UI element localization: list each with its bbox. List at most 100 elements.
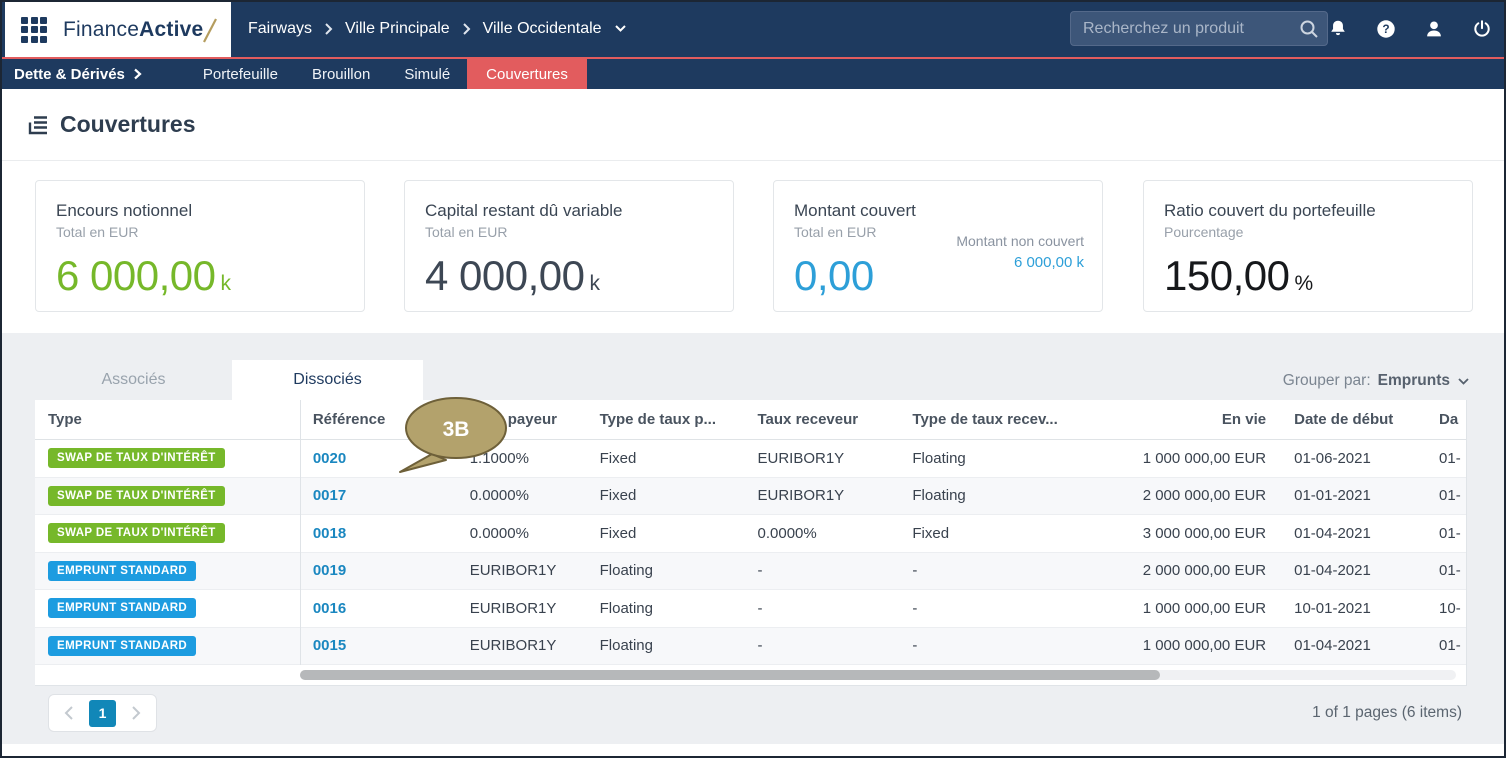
breadcrumb-item[interactable]: Ville Occidentale (482, 19, 602, 37)
reference-link[interactable]: 0019 (312, 562, 347, 580)
reference-link[interactable]: 0016 (312, 599, 347, 617)
cell-en_vie: 3 000 000,00 EUR (1142, 524, 1267, 542)
bell-icon[interactable] (1326, 17, 1350, 41)
help-icon[interactable]: ? (1374, 17, 1398, 41)
cell-en_vie: 2 000 000,00 EUR (1142, 487, 1267, 505)
cell-taux_receveur: 0.0000% (757, 524, 817, 542)
kpi-secondary: Montant non couvert 6 000,00 k (956, 233, 1084, 271)
tab-dissocies[interactable]: Dissociés (232, 360, 423, 400)
cell-date_fin: 01- (1439, 637, 1461, 655)
tab-associes[interactable]: Associés (101, 371, 166, 388)
cell-type_taux_payeur: Floating (599, 637, 653, 655)
cell-en_vie: 1 000 000,00 EUR (1142, 449, 1267, 467)
table-section: Associés Dissociés Grouper par: Emprunts… (0, 333, 1506, 744)
breadcrumb-item[interactable]: Fairways (248, 19, 313, 37)
scrollbar-thumb[interactable] (300, 670, 1160, 680)
group-by-label: Grouper par: (1282, 372, 1371, 389)
couvertures-table: Type Référence Taux payeur Type de taux p..… (35, 400, 1467, 686)
type-badge: EMPRUNT STANDARD (48, 598, 197, 619)
cell-type_taux_receveur: - (912, 599, 918, 617)
cell-type_taux_payeur: Fixed (599, 487, 637, 505)
kpi-value: 6 000,00 k (56, 252, 231, 299)
pagination: 1 (48, 694, 157, 732)
cell-type_taux_payeur: Fixed (599, 524, 637, 542)
nav-section-dette-derives[interactable]: Dette & Dérivés (0, 59, 186, 89)
cell-date_debut: 01-04-2021 (1294, 637, 1371, 655)
chevron-right-icon (462, 22, 471, 35)
chevron-right-icon (134, 68, 142, 80)
cell-taux_receveur: - (757, 599, 763, 617)
table-body: SWAP DE TAUX D'INTÉRÊT 0020 1.1000% Fixed EU… (35, 440, 1466, 665)
frozen-column-divider (300, 400, 301, 685)
kpi-secondary-value: 6 000,00 k (1013, 254, 1084, 271)
chevron-down-icon (1458, 377, 1469, 385)
logo[interactable]: FinanceActive (5, 2, 231, 57)
kpi-subtitle: Total en EUR (794, 224, 877, 240)
group-by-dropdown[interactable]: Grouper par: Emprunts (1283, 372, 1470, 390)
type-badge: EMPRUNT STANDARD (48, 635, 197, 656)
group-by-value: Emprunts (1377, 372, 1450, 389)
cell-type: SWAP DE TAUX D'INTÉRÊT (35, 485, 300, 506)
cell-date_debut: 01-06-2021 (1294, 449, 1371, 467)
search-box[interactable] (1070, 11, 1328, 46)
page-title: Couvertures (60, 111, 196, 137)
search-icon[interactable] (1298, 18, 1320, 40)
cell-reference: 0015 (300, 637, 455, 654)
cell-date_debut: 01-01-2021 (1294, 487, 1371, 505)
prev-page-button[interactable] (64, 705, 74, 721)
search-input[interactable] (1071, 19, 1298, 38)
kpi-value: 0,00 (794, 252, 874, 299)
svg-text:?: ? (1382, 22, 1389, 36)
kpi-card-montant-couvert: Montant couvert Total en EUR 0,00 Montan… (773, 180, 1103, 312)
column-header-reference[interactable]: Référence (312, 411, 386, 428)
column-header-date_debut[interactable]: Date de début (1294, 411, 1394, 428)
table-header: Type Référence Taux payeur Type de taux p..… (35, 400, 1466, 440)
reference-link[interactable]: 0017 (312, 487, 347, 505)
kpi-subtitle: Pourcentage (1164, 224, 1244, 240)
nav-item-portefeuille[interactable]: Portefeuille (202, 65, 278, 83)
power-icon[interactable] (1470, 17, 1494, 41)
cell-type_taux_receveur: - (912, 637, 918, 655)
reference-link[interactable]: 0015 (312, 637, 347, 655)
nav-item-brouillon[interactable]: Brouillon (311, 65, 371, 83)
page-number-button[interactable]: 1 (89, 699, 116, 727)
reference-link[interactable]: 0020 (312, 449, 347, 467)
column-header-taux_payeur[interactable]: Taux payeur (469, 411, 557, 428)
kpi-title: Montant couvert (794, 201, 916, 220)
cell-type_taux_receveur: Floating (912, 449, 966, 467)
cell-type: SWAP DE TAUX D'INTÉRÊT (35, 448, 300, 469)
next-page-button[interactable] (131, 705, 141, 721)
type-badge: EMPRUNT STANDARD (48, 560, 197, 581)
cell-date_debut: 10-01-2021 (1294, 599, 1371, 617)
column-header-taux_receveur[interactable]: Taux receveur (757, 411, 859, 428)
column-header-en_vie[interactable]: En vie (1221, 411, 1267, 428)
column-header-type_taux_payeur[interactable]: Type de taux p... (599, 411, 717, 428)
cell-taux_receveur: EURIBOR1Y (757, 487, 845, 505)
chevron-down-icon[interactable] (614, 24, 627, 33)
reference-link[interactable]: 0018 (312, 524, 347, 542)
cell-reference: 0016 (300, 600, 455, 617)
app-grid-icon[interactable] (21, 16, 47, 43)
cell-type_taux_receveur: - (912, 562, 918, 580)
cell-reference: 0020 (300, 450, 455, 467)
cell-date_fin: 01- (1439, 524, 1461, 542)
table-row: EMPRUNT STANDARD 0016 EURIBOR1Y Floating - - 1… (35, 590, 1466, 628)
cell-taux_payeur: 1.1000% (469, 449, 529, 467)
breadcrumb-item[interactable]: Ville Principale (345, 19, 450, 37)
user-icon[interactable] (1422, 17, 1446, 41)
cell-taux_payeur: 0.0000% (469, 524, 529, 542)
cell-date_debut: 01-04-2021 (1294, 524, 1371, 542)
nav-item-couvertures[interactable]: Couvertures (467, 59, 587, 89)
kpi-title: Capital restant dû variable (425, 201, 623, 220)
logo-slash-icon (203, 17, 218, 43)
cell-taux_payeur: EURIBOR1Y (469, 637, 557, 655)
cell-taux_receveur: EURIBOR1Y (757, 449, 845, 467)
kpi-subtitle: Total en EUR (56, 224, 139, 240)
page-header: Couvertures (0, 89, 1506, 161)
column-header-type_taux_receveur[interactable]: Type de taux recev... (912, 411, 1058, 428)
nav-item-simule[interactable]: Simulé (404, 65, 451, 83)
column-header-date_fin[interactable]: Da (1439, 411, 1459, 428)
cell-taux_payeur: EURIBOR1Y (469, 599, 557, 617)
column-header-type[interactable]: Type (48, 411, 82, 428)
cell-taux_receveur: - (757, 562, 763, 580)
